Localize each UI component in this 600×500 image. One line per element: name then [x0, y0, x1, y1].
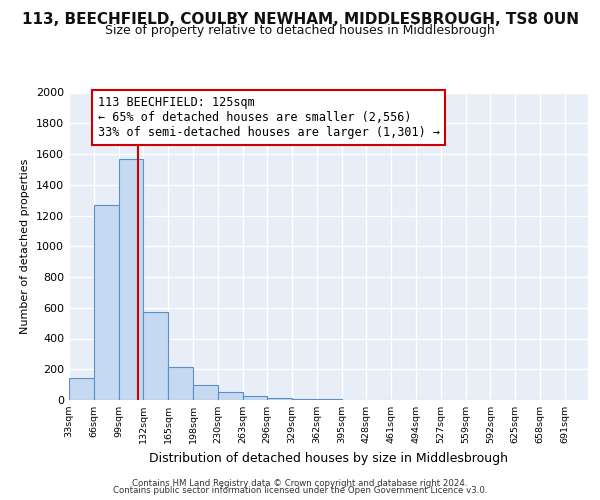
Y-axis label: Number of detached properties: Number of detached properties [20, 158, 31, 334]
Bar [218, 392, 242, 400]
Text: Contains HM Land Registry data © Crown copyright and database right 2024.: Contains HM Land Registry data © Crown c… [132, 478, 468, 488]
Bar [119, 158, 143, 400]
Bar [292, 399, 317, 400]
X-axis label: Distribution of detached houses by size in Middlesbrough: Distribution of detached houses by size … [149, 452, 508, 464]
Bar [94, 204, 119, 400]
Bar [168, 367, 193, 400]
Text: Size of property relative to detached houses in Middlesbrough: Size of property relative to detached ho… [105, 24, 495, 37]
Text: Contains public sector information licensed under the Open Government Licence v3: Contains public sector information licen… [113, 486, 487, 495]
Text: 113, BEECHFIELD, COULBY NEWHAM, MIDDLESBROUGH, TS8 0UN: 113, BEECHFIELD, COULBY NEWHAM, MIDDLESB… [22, 12, 578, 28]
Bar [267, 398, 292, 400]
Bar [69, 378, 94, 400]
Text: 113 BEECHFIELD: 125sqm
← 65% of detached houses are smaller (2,556)
33% of semi-: 113 BEECHFIELD: 125sqm ← 65% of detached… [98, 96, 440, 140]
Bar [143, 312, 168, 400]
Bar [193, 386, 218, 400]
Bar [242, 396, 267, 400]
